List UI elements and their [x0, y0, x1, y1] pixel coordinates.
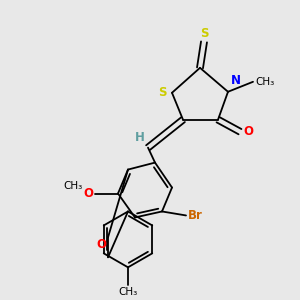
Text: N: N [231, 74, 241, 87]
Text: CH₃: CH₃ [64, 181, 83, 190]
Text: S: S [158, 86, 166, 99]
Text: O: O [243, 125, 253, 138]
Text: H: H [135, 130, 145, 144]
Text: CH₃: CH₃ [118, 287, 138, 297]
Text: S: S [200, 27, 208, 40]
Text: Br: Br [188, 209, 203, 222]
Text: CH₃: CH₃ [255, 77, 274, 87]
Text: O: O [96, 238, 106, 251]
Text: O: O [83, 187, 93, 200]
